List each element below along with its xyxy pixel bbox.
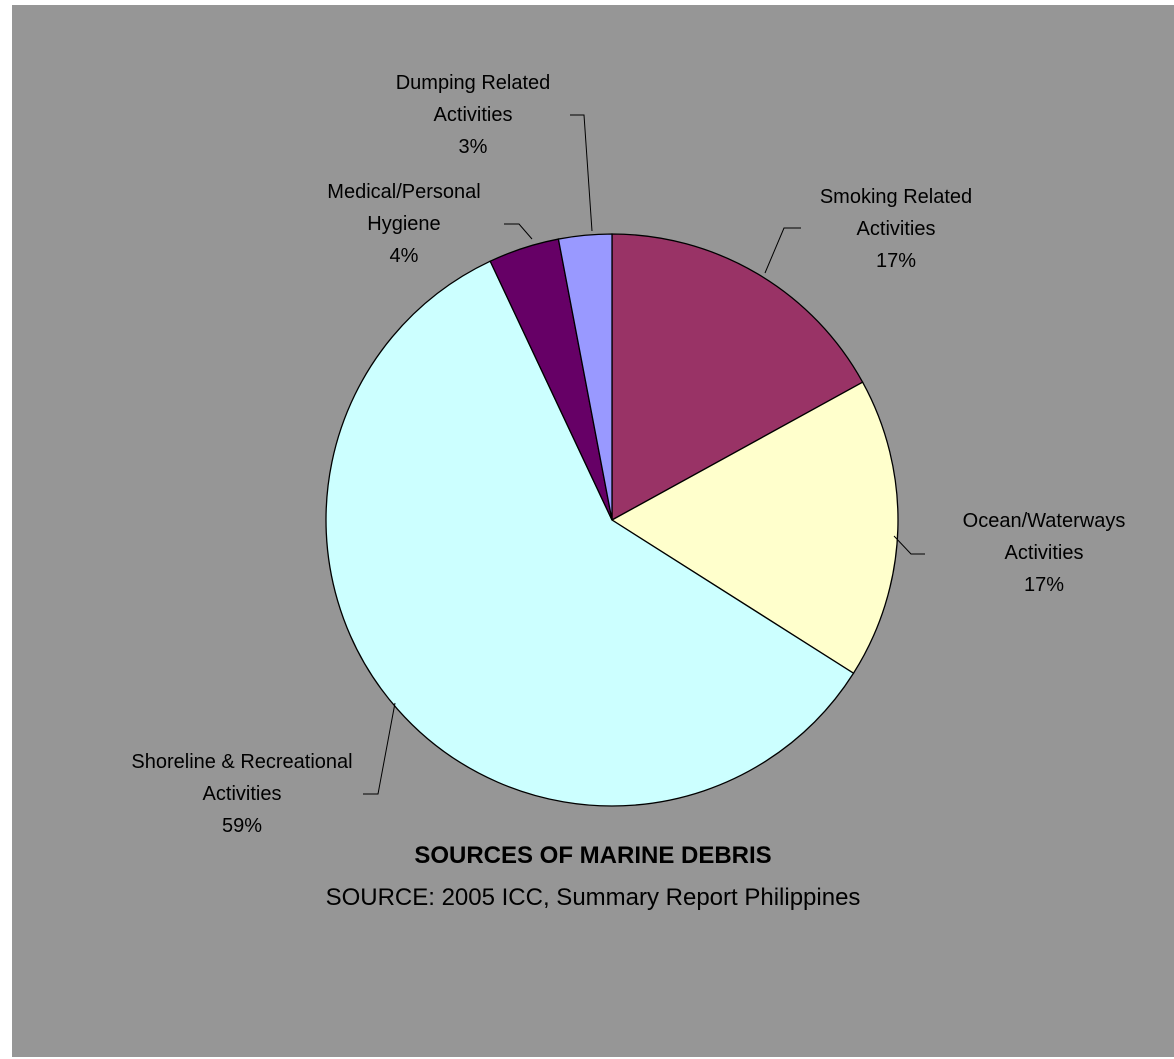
pie-chart: Smoking Related Activities 17%Ocean/Waterw… [131, 72, 1126, 835]
chart-subtitle: SOURCE: 2005 ICC, Summary Report Philipp… [325, 884, 861, 911]
slice-label-3: Medical/Personal Hygiene 4% [327, 181, 480, 267]
pie-slice-0 [611, 233, 864, 522]
leader-line-4 [570, 114, 593, 232]
slice-label-line: 59% [222, 815, 262, 835]
slice-label-line: Ocean/Waterways [963, 510, 1126, 532]
pie-slice-1 [610, 381, 899, 675]
slice-label-2: Shoreline & Recreational Activities 59% [131, 751, 352, 835]
slice-label-0: Smoking Related Activities 17% [820, 186, 972, 272]
leader-line-1 [893, 535, 925, 555]
slice-label-line: Dumping Related [396, 72, 551, 94]
chart-title: SOURCES OF MARINE DEBRIS [414, 842, 772, 869]
slice-label-line: 17% [1024, 574, 1064, 596]
slice-label-line: Medical/Personal [327, 181, 480, 203]
slice-label-line: Activities [1005, 542, 1084, 564]
slice-label-4: Dumping Related Activities 3% [396, 72, 551, 158]
slice-label-line: 17% [876, 250, 916, 272]
slice-label-line: Activities [857, 218, 936, 240]
slice-label-line: Smoking Related [820, 186, 972, 208]
leader-line-0 [764, 227, 801, 274]
slice-label-line: 4% [390, 245, 419, 267]
slice-label-line: 3% [459, 136, 488, 158]
pie-slice-2 [325, 260, 855, 807]
leader-line-2 [363, 702, 396, 795]
chart-area: Smoking Related Activities 17% Ocean/Waterw… [12, 5, 1174, 1057]
pie-slice-4 [557, 233, 613, 521]
slice-label-line: Hygiene [367, 213, 440, 235]
leader-line-3 [504, 223, 533, 240]
slice-label-line: Activities [434, 104, 513, 126]
slice-label-1: Ocean/Waterways Activities 17% [963, 510, 1126, 596]
slice-label-line: Activities [203, 783, 282, 805]
slice-label-line: Shoreline & Recreational [131, 751, 352, 773]
